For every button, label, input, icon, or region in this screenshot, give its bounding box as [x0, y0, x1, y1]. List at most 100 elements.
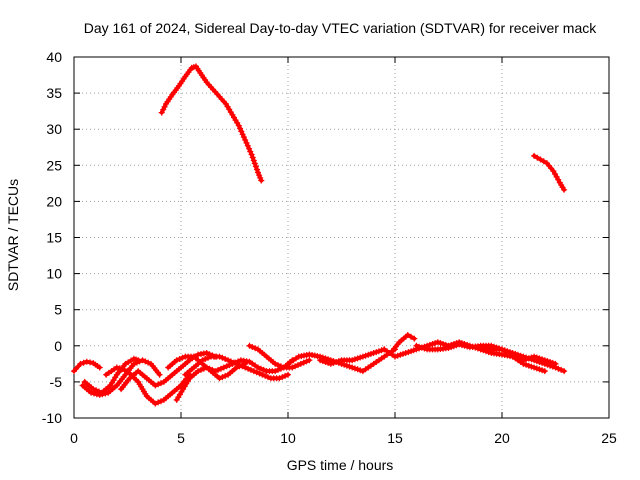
data-point-marker	[222, 356, 229, 362]
y-tick-label: 30	[46, 121, 62, 137]
x-tick-label: 0	[70, 430, 78, 446]
data-point-marker	[300, 359, 307, 366]
series-arc-late-1	[387, 332, 418, 356]
data-point-marker	[523, 356, 530, 363]
data-point-marker	[135, 357, 142, 364]
data-point-marker	[121, 367, 128, 374]
y-tick-label: 10	[46, 266, 62, 282]
data-point-marker	[205, 354, 212, 361]
data-point-marker	[250, 157, 257, 164]
data-point-marker	[272, 368, 279, 375]
data-point-marker	[255, 169, 261, 176]
data-point-marker	[203, 350, 210, 356]
data-point-marker	[392, 353, 398, 360]
data-point-marker	[220, 364, 227, 371]
series-arc-late-4	[477, 346, 559, 367]
data-series	[71, 63, 568, 407]
data-point-marker	[404, 332, 411, 338]
data-point-marker	[247, 366, 254, 373]
data-point-marker	[531, 152, 538, 159]
data-point-marker	[250, 368, 257, 375]
data-point-marker	[357, 354, 364, 361]
data-point-marker	[555, 365, 562, 372]
series-arc-mid-2	[285, 346, 398, 375]
data-point-marker	[275, 362, 281, 369]
data-point-marker	[515, 355, 521, 362]
data-point-marker	[434, 339, 441, 346]
data-point-marker	[254, 166, 260, 173]
data-point-marker	[226, 362, 233, 369]
data-point-marker	[496, 345, 503, 352]
series-arc-mid-1	[246, 342, 313, 371]
data-point-marker	[346, 363, 353, 370]
data-point-marker	[225, 357, 232, 364]
data-point-marker	[349, 364, 356, 371]
data-point-marker	[561, 368, 568, 375]
series-arc-high-1	[158, 63, 265, 184]
data-point-marker	[525, 355, 532, 362]
data-point-marker	[242, 137, 249, 143]
data-point-marker	[367, 350, 374, 357]
x-tick-label: 15	[387, 430, 403, 446]
x-tick-label: 25	[601, 430, 617, 446]
data-point-marker	[199, 357, 206, 364]
data-point-marker	[259, 371, 266, 378]
data-point-marker	[558, 366, 565, 373]
y-tick-label: 20	[46, 193, 62, 209]
series-arc-high-2	[531, 152, 568, 193]
data-point-marker	[547, 359, 554, 365]
data-point-marker	[408, 333, 414, 340]
data-point-marker	[252, 163, 259, 170]
data-point-marker	[277, 363, 284, 370]
data-point-marker	[525, 362, 532, 369]
y-tick-label: 0	[54, 338, 62, 354]
data-point-marker	[155, 399, 162, 406]
data-point-marker	[303, 358, 310, 365]
data-point-marker	[464, 343, 471, 350]
data-point-marker	[445, 345, 452, 351]
data-point-marker	[488, 342, 495, 349]
data-point-marker	[359, 353, 366, 360]
data-point-marker	[289, 364, 296, 371]
data-point-marker	[552, 360, 559, 367]
y-tick-label: 40	[46, 49, 62, 65]
data-point-marker	[243, 139, 250, 146]
data-point-marker	[93, 387, 100, 394]
data-point-marker	[327, 360, 334, 367]
data-point-marker	[533, 354, 540, 361]
data-point-marker	[319, 358, 326, 365]
data-point-marker	[83, 358, 90, 365]
data-point-marker	[219, 374, 226, 381]
data-point-marker	[222, 372, 229, 379]
data-point-marker	[90, 386, 97, 393]
data-point-marker	[536, 366, 543, 373]
data-point-marker	[248, 151, 255, 158]
y-tick-label: 5	[54, 302, 62, 318]
series-arc-late-3	[413, 341, 548, 375]
data-point-marker	[256, 370, 263, 377]
data-point-marker	[540, 158, 547, 165]
data-point-marker	[244, 142, 251, 149]
series-arc-early-8	[182, 353, 291, 382]
data-point-marker	[402, 350, 409, 356]
data-point-marker	[456, 341, 463, 348]
data-point-marker	[116, 365, 123, 372]
data-point-marker	[253, 369, 260, 376]
data-point-marker	[357, 367, 364, 374]
series-trace	[159, 64, 264, 183]
data-point-marker	[223, 363, 230, 370]
data-point-marker	[292, 363, 299, 370]
data-point-marker	[245, 365, 252, 372]
y-tick-label: -10	[42, 410, 62, 426]
series-arc-mid-3	[317, 346, 388, 367]
data-point-marker	[520, 357, 527, 364]
series-arc-early-3	[81, 355, 142, 396]
data-point-marker	[279, 374, 286, 381]
y-axis-label: SDTVAR / TECUs	[5, 179, 21, 291]
data-point-marker	[246, 342, 253, 349]
data-point-marker	[158, 380, 164, 387]
data-point-marker	[531, 353, 538, 360]
data-point-marker	[528, 363, 535, 370]
data-point-marker	[142, 358, 149, 365]
